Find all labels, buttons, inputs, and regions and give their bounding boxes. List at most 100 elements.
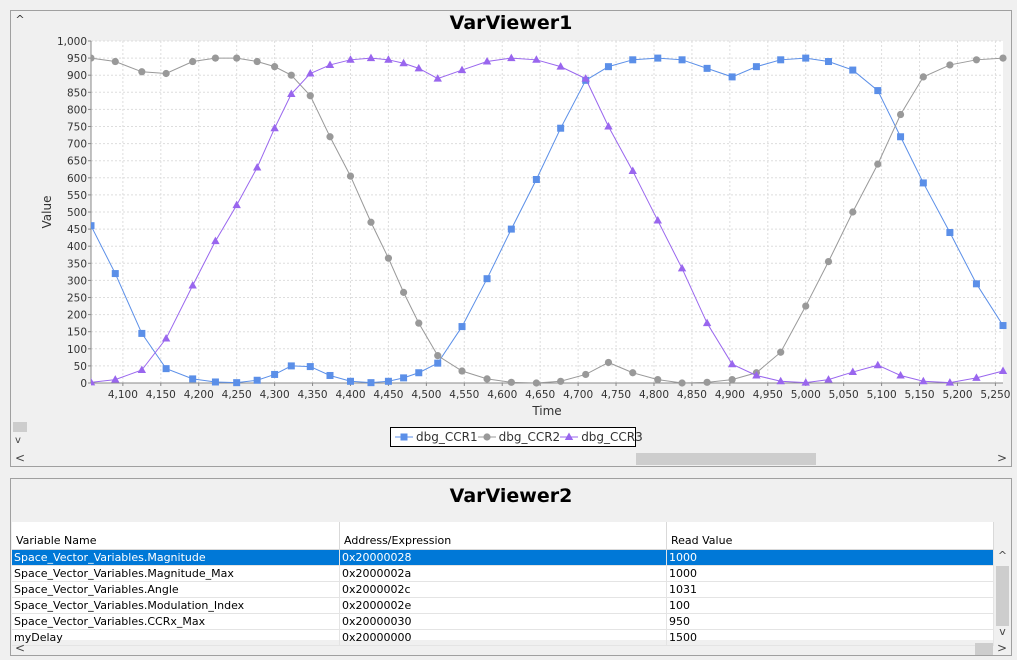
table-body: Space_Vector_Variables.Magnitude 0x200000…	[12, 550, 994, 646]
table-header: Variable Name Address/Expression Read Va…	[12, 522, 994, 550]
dbg_CCR3-point	[188, 281, 197, 289]
dbg_CCR3-point	[945, 378, 955, 386]
dbg_CCR1-point	[874, 87, 882, 95]
cell-read-value[interactable]: 1000	[667, 550, 994, 565]
table-scroll-thumb[interactable]	[996, 566, 1009, 626]
x-tick-label: 4,900	[715, 389, 745, 401]
legend-label: dbg_CCR1	[416, 430, 478, 444]
dbg_CCR1-point	[802, 54, 810, 62]
table-row[interactable]: Space_Vector_Variables.CCRx_Max 0x2000003…	[12, 614, 994, 630]
table-row[interactable]: Space_Vector_Variables.Magnitude_Max 0x20…	[12, 566, 994, 582]
dbg_CCR3-point	[776, 376, 785, 385]
scroll-left-icon[interactable]: <	[14, 451, 26, 465]
dbg_CCR2-point	[849, 208, 857, 216]
cell-address[interactable]: 0x2000002c	[340, 582, 667, 597]
dbg_CCR3-point	[366, 53, 376, 62]
legend-marker-dbg_CCR3	[560, 432, 579, 440]
dbg_CCR3-point	[532, 55, 541, 63]
table-row[interactable]: Space_Vector_Variables.Modulation_Index 0…	[12, 598, 994, 614]
dbg_CCR1-point	[384, 377, 392, 385]
cell-read-value[interactable]: 100	[667, 598, 994, 613]
table-horizontal-scrollbar[interactable]: < >	[13, 641, 1009, 655]
cell-address[interactable]: 0x20000030	[340, 614, 667, 629]
dbg_CCR3-point	[384, 55, 393, 63]
dbg_CCR3-point	[91, 377, 96, 386]
y-tick-label: 50	[74, 361, 87, 373]
dbg_CCR2-point	[233, 54, 241, 62]
table-row[interactable]: Space_Vector_Variables.Angle 0x2000002c 10…	[12, 582, 994, 598]
dbg_CCR1-point	[897, 133, 905, 141]
dbg_CCR2-point	[604, 358, 613, 367]
column-header-address[interactable]: Address/Expression	[340, 522, 667, 549]
chevron-up-icon[interactable]: ^	[997, 549, 1008, 562]
x-tick-label: 4,950	[753, 389, 783, 401]
scroll-right-icon[interactable]: >	[996, 451, 1008, 465]
dbg_CCR2-point	[434, 352, 442, 360]
cell-variable-name[interactable]: Space_Vector_Variables.Angle	[12, 582, 340, 597]
table-vertical-scrollbar[interactable]: ^ v	[994, 522, 1011, 640]
dbg_CCR1-point	[824, 58, 832, 66]
cell-variable-name[interactable]: Space_Vector_Variables.Magnitude	[12, 550, 340, 565]
dbg_CCR2-point	[367, 218, 375, 226]
y-tick-label: 600	[67, 173, 87, 185]
dbg_CCR1-point	[189, 375, 197, 383]
cell-read-value[interactable]: 1000	[667, 566, 994, 581]
scroll-right-icon[interactable]: >	[996, 641, 1008, 655]
varviewer2-title: VarViewer2	[449, 485, 573, 507]
dbg_CCR2-point	[326, 133, 334, 141]
dbg_CCR3-point	[287, 89, 296, 98]
dbg_CCR2-point	[919, 73, 927, 81]
y-tick-label: 100	[67, 344, 87, 356]
dbg_CCR3-point	[581, 74, 590, 82]
x-tick-label: 5,250	[980, 389, 1010, 401]
cell-read-value[interactable]: 950	[667, 614, 994, 629]
cell-address[interactable]: 0x20000000	[340, 630, 667, 645]
x-tick-label: 4,700	[563, 389, 593, 401]
cell-address[interactable]: 0x2000002a	[340, 566, 667, 581]
chevron-down-icon[interactable]: v	[999, 625, 1006, 638]
dbg_CCR1-point	[138, 329, 146, 337]
chart-vertical-scroll-thumb[interactable]	[13, 422, 27, 432]
y-tick-label: 1,000	[57, 36, 87, 48]
table-scroll-thumb-horizontal[interactable]	[975, 643, 993, 655]
dbg_CCR3-point	[399, 58, 408, 67]
cell-read-value[interactable]: 1031	[667, 582, 994, 597]
x-tick-label: 4,450	[373, 389, 403, 401]
dbg_CCR3-point	[111, 375, 120, 383]
dbg_CCR2-point	[306, 92, 314, 100]
x-tick-label: 4,500	[411, 389, 441, 401]
table-row[interactable]: Space_Vector_Variables.Magnitude 0x200000…	[12, 550, 994, 566]
table-row[interactable]: myDelay 0x20000000 1500	[12, 630, 994, 646]
dbg_CCR2-point	[999, 54, 1007, 62]
y-tick-label: 900	[67, 70, 87, 82]
chart-scroll-thumb[interactable]	[636, 453, 816, 465]
dbg_CCR1-point	[400, 374, 408, 382]
dbg_CCR1-point	[271, 370, 279, 378]
dbg_CCR1-point	[287, 362, 295, 370]
dbg_CCR3-point	[137, 365, 147, 374]
dbg_CCR2-point	[582, 370, 590, 379]
dbg_CCR2-point	[415, 319, 423, 327]
dbg_CCR1-point	[91, 222, 95, 230]
column-header-read-value[interactable]: Read Value	[667, 522, 994, 549]
dbg_CCR3-point	[457, 65, 467, 74]
dbg_CCR1-point	[972, 280, 980, 288]
cell-read-value[interactable]: 1500	[667, 630, 994, 645]
chevron-down-icon[interactable]: v	[15, 435, 21, 446]
cell-address[interactable]: 0x20000028	[340, 550, 667, 565]
dbg_CCR2-point	[253, 57, 261, 66]
cell-variable-name[interactable]: myDelay	[12, 630, 340, 645]
x-tick-label: 4,800	[639, 389, 669, 401]
scroll-left-icon[interactable]: <	[14, 641, 26, 655]
y-tick-label: 450	[67, 224, 87, 236]
collapse-icon[interactable]: ^	[15, 13, 25, 26]
cell-variable-name[interactable]: Space_Vector_Variables.Magnitude_Max	[12, 566, 340, 581]
cell-variable-name[interactable]: Space_Vector_Variables.Modulation_Index	[12, 598, 340, 613]
y-tick-label: 200	[67, 310, 87, 322]
cell-address[interactable]: 0x2000002e	[340, 598, 667, 613]
dbg_CCR2-point	[189, 57, 197, 66]
y-axis-label: Value	[40, 196, 54, 229]
cell-variable-name[interactable]: Space_Vector_Variables.CCRx_Max	[12, 614, 340, 629]
column-header-variable-name[interactable]: Variable Name	[12, 522, 340, 549]
chart-horizontal-scrollbar[interactable]: < >	[13, 451, 1009, 465]
